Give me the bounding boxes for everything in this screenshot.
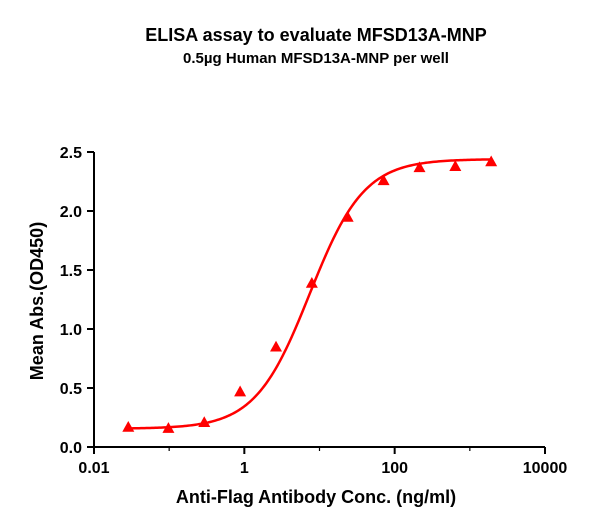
- data-point-triangle: [485, 155, 498, 167]
- data-point-triangle: [449, 160, 462, 171]
- x-axis-ticks: 0.01 1 100 10000: [78, 447, 567, 477]
- y-tick-label: 0.0: [60, 440, 82, 457]
- y-tick-label: 2.5: [60, 145, 82, 162]
- x-tick-label: 10000: [523, 460, 568, 477]
- chart-title: ELISA assay to evaluate MFSD13A-MNP: [145, 25, 486, 45]
- y-axis-label: Mean Abs.(OD450): [27, 222, 47, 380]
- fit-curve: [128, 158, 492, 430]
- chart-subtitle: 0.5µg Human MFSD13A-MNP per well: [183, 50, 449, 67]
- y-tick-label: 1.5: [60, 263, 82, 280]
- x-tick-label: 0.01: [78, 460, 109, 477]
- data-point-triangle: [198, 416, 211, 428]
- data-point-triangle: [270, 340, 283, 352]
- data-point-triangle: [413, 161, 426, 173]
- data-point-triangle: [234, 385, 247, 397]
- data-points-layer: [122, 155, 498, 433]
- data-point-triangle: [377, 174, 390, 186]
- data-point-triangle: [341, 210, 354, 222]
- x-tick-label: 1: [240, 460, 249, 477]
- x-tick-label: 100: [381, 460, 408, 477]
- y-axis-ticks: 0.0 0.5 1.0 1.5 2.0 2.5: [60, 145, 94, 457]
- x-axis-label: Anti-Flag Antibody Conc. (ng/ml): [176, 487, 456, 507]
- y-tick-label: 2.0: [60, 204, 82, 221]
- data-point-triangle: [122, 420, 135, 432]
- fit-curve-layer: [128, 158, 492, 430]
- y-tick-label: 0.5: [60, 381, 82, 398]
- axes: [93, 152, 545, 448]
- data-point-triangle: [305, 276, 318, 288]
- y-tick-label: 1.0: [60, 322, 82, 339]
- data-point-triangle: [162, 422, 175, 433]
